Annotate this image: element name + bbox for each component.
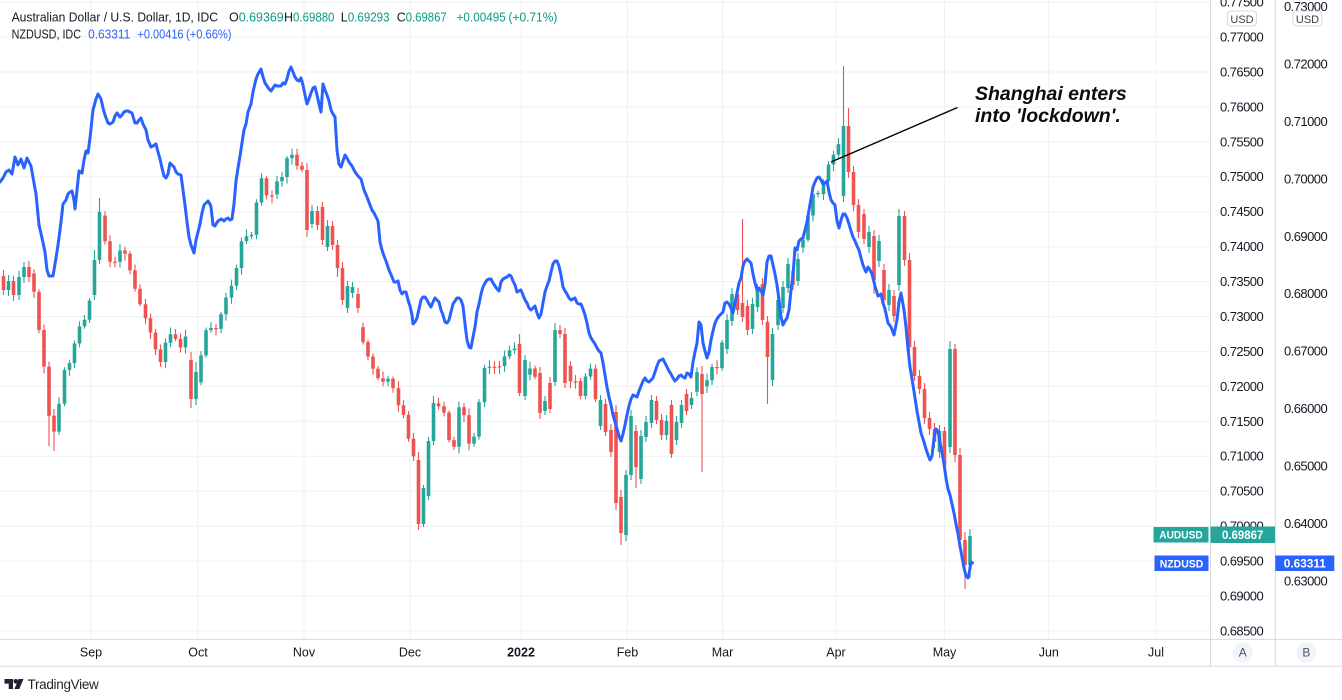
svg-text:Jun: Jun bbox=[1039, 646, 1059, 660]
svg-text:0.71000: 0.71000 bbox=[1220, 449, 1263, 464]
svg-text:Shanghai enters: Shanghai enters bbox=[975, 83, 1127, 105]
svg-text:B: B bbox=[1302, 646, 1310, 660]
svg-text:0.63000: 0.63000 bbox=[1284, 573, 1327, 588]
svg-text:USD: USD bbox=[1296, 14, 1319, 26]
svg-text:0.73500: 0.73500 bbox=[1220, 274, 1263, 289]
svg-text:0.69000: 0.69000 bbox=[1220, 589, 1263, 604]
svg-text:0.69500: 0.69500 bbox=[1220, 554, 1263, 569]
svg-text:0.70500: 0.70500 bbox=[1220, 484, 1263, 499]
svg-text:0.72500: 0.72500 bbox=[1220, 344, 1263, 359]
svg-text:May: May bbox=[933, 646, 957, 660]
svg-text:Jul: Jul bbox=[1148, 646, 1164, 660]
svg-text:Oct: Oct bbox=[188, 646, 208, 660]
svg-text:0.64000: 0.64000 bbox=[1284, 516, 1327, 531]
svg-text:Apr: Apr bbox=[826, 646, 845, 660]
svg-text:0.72000: 0.72000 bbox=[1284, 56, 1327, 71]
svg-text:0.75500: 0.75500 bbox=[1220, 134, 1263, 149]
svg-text:Nov: Nov bbox=[293, 646, 316, 660]
svg-text:0.71000: 0.71000 bbox=[1284, 114, 1327, 129]
svg-text:Feb: Feb bbox=[617, 646, 639, 660]
svg-text:0.74000: 0.74000 bbox=[1220, 239, 1263, 254]
svg-text:2022: 2022 bbox=[507, 646, 535, 660]
svg-text:NZDUSD: NZDUSD bbox=[1160, 558, 1204, 570]
svg-text:0.70000: 0.70000 bbox=[1284, 171, 1327, 186]
svg-text:0.69867: 0.69867 bbox=[1222, 530, 1264, 542]
svg-text:0.66000: 0.66000 bbox=[1284, 401, 1327, 416]
svg-text:0.72000: 0.72000 bbox=[1220, 379, 1263, 394]
svg-text:0.68000: 0.68000 bbox=[1284, 286, 1327, 301]
svg-text:0.76000: 0.76000 bbox=[1220, 99, 1263, 114]
svg-text:into 'lockdown'.: into 'lockdown'. bbox=[975, 105, 1121, 127]
svg-text:AUDUSD: AUDUSD bbox=[1159, 530, 1203, 542]
svg-text:0.73000: 0.73000 bbox=[1220, 309, 1263, 324]
svg-text:0.77000: 0.77000 bbox=[1220, 29, 1263, 44]
svg-text:Mar: Mar bbox=[712, 646, 734, 660]
svg-text:0.75000: 0.75000 bbox=[1220, 169, 1263, 184]
svg-text:A: A bbox=[1239, 646, 1247, 660]
svg-text:0.63311: 0.63311 bbox=[1284, 559, 1327, 571]
svg-text:0.67000: 0.67000 bbox=[1284, 344, 1327, 359]
svg-text:Australian Dollar / U.S. Dolla: Australian Dollar / U.S. Dollar, 1D, IDC… bbox=[12, 10, 558, 24]
svg-text:TradingView: TradingView bbox=[28, 677, 100, 692]
svg-text:0.71500: 0.71500 bbox=[1220, 414, 1263, 429]
svg-text:0.69000: 0.69000 bbox=[1284, 229, 1327, 244]
svg-text:0.68500: 0.68500 bbox=[1220, 623, 1263, 638]
svg-text:0.77500: 0.77500 bbox=[1220, 0, 1263, 10]
svg-text:0.76500: 0.76500 bbox=[1220, 64, 1263, 79]
svg-text:0.74500: 0.74500 bbox=[1220, 204, 1263, 219]
svg-text:USD: USD bbox=[1230, 14, 1253, 26]
svg-text:Sep: Sep bbox=[80, 646, 102, 660]
svg-text:Dec: Dec bbox=[399, 646, 421, 660]
svg-text:0.65000: 0.65000 bbox=[1284, 459, 1327, 474]
